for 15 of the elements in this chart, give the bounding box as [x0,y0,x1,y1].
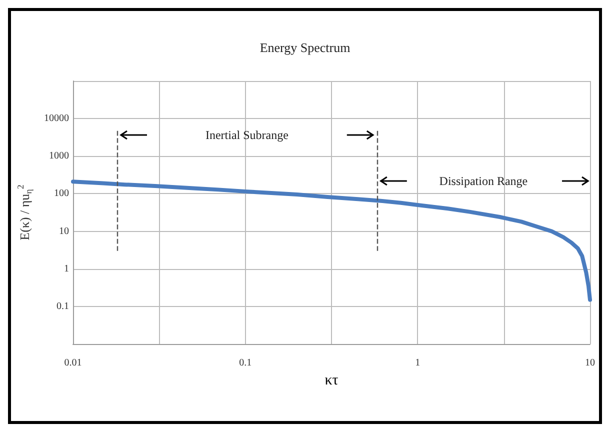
y-tick-label: 1 [64,263,69,274]
x-tick-label: 0.01 [64,358,82,368]
x-tick-label: 1 [415,358,420,368]
y-tick-label: 10 [59,226,69,237]
x-axis-title: κτ [324,372,338,388]
y-tick-label: 0.1 [56,300,69,312]
y-tick-label: 10000 [44,113,69,124]
y-tick-label: 1000 [49,150,69,162]
chart-title: Energy Spectrum [260,40,350,55]
annotation: Dissipation Range [439,174,528,188]
y-axis-title: E(κ) / ηuη2 [16,184,34,240]
x-tick-label: 10 [585,358,595,368]
y-tick-label: 100 [54,188,69,200]
x-tick-label: 0.1 [239,358,252,368]
annotation: Inertial Subrange [205,128,288,142]
